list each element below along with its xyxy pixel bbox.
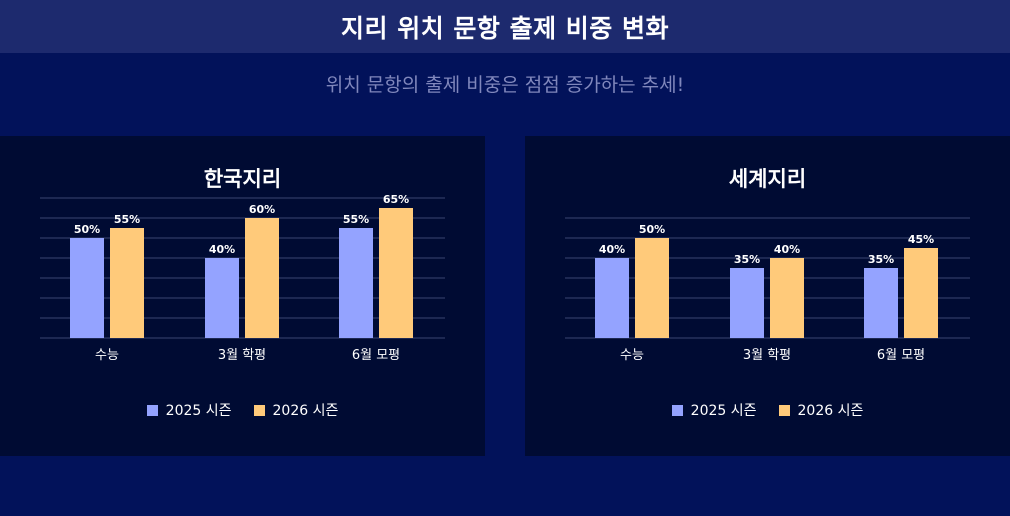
chart-panel-world-geography: 세계지리 40% 50% 수능 35% 40% 3월 학평 35% 45% 6월 모평 2025… [525, 136, 1010, 456]
bar-2025-2 [864, 268, 898, 338]
page-subtitle: 위치 문항의 출제 비중은 점점 증가하는 추세! [325, 74, 685, 96]
category-label: 6월 모평 [352, 348, 400, 363]
bar-2025-1 [730, 268, 764, 338]
chart-legend: 2025 시즌 2026 시즌 [525, 400, 1010, 420]
bar-2026-2 [904, 248, 938, 338]
bar-chart-world-geography: 40% 50% 수능 35% 40% 3월 학평 35% 45% 6월 모평 [565, 217, 970, 363]
bar-value-label: 40% [774, 243, 800, 256]
bar-2026-0 [110, 228, 144, 338]
legend-item-2025: 2025 시즌 [671, 400, 757, 420]
bar-2025-0 [70, 238, 104, 338]
legend-label-2025: 2025 시즌 [165, 403, 232, 419]
chart-legend: 2025 시즌 2026 시즌 [0, 400, 485, 420]
bar-2025-0 [595, 258, 629, 338]
bar-value-label: 40% [599, 243, 625, 256]
legend-label-2025: 2025 시즌 [690, 403, 757, 419]
bar-2025-2 [339, 228, 373, 338]
bar-value-label: 55% [114, 213, 140, 226]
bar-value-label: 35% [734, 253, 760, 266]
category-label: 6월 모평 [877, 348, 925, 363]
legend-label-2026: 2026 시즌 [797, 403, 864, 419]
legend-swatch-2025 [146, 404, 158, 416]
bar-value-label: 60% [249, 203, 275, 216]
bar-value-label: 40% [209, 243, 235, 256]
category-label: 수능 [95, 348, 119, 363]
bar-value-label: 50% [639, 223, 665, 236]
bar-2026-1 [770, 258, 804, 338]
legend-item-2026: 2026 시즌 [778, 400, 864, 420]
page-title: 지리 위치 문항 출제 비중 변화 [340, 13, 670, 43]
category-label: 3월 학평 [743, 348, 791, 363]
bar-2026-2 [379, 208, 413, 338]
header-banner: 지리 위치 문항 출제 비중 변화 [0, 0, 1010, 53]
chart-panel-korea-geography: 한국지리 50% 55% 수능 40% 60% 3월 학평 55% 65% 6월 모평 2025… [0, 136, 485, 456]
bar-value-label: 35% [868, 253, 894, 266]
category-label: 3월 학평 [218, 348, 266, 363]
bar-value-label: 50% [74, 223, 100, 236]
legend-swatch-2025 [671, 404, 683, 416]
legend-label-2026: 2026 시즌 [272, 403, 339, 419]
bar-2025-1 [205, 258, 239, 338]
bar-value-label: 55% [343, 213, 369, 226]
bar-value-label: 65% [383, 193, 409, 206]
legend-swatch-2026 [778, 404, 790, 416]
chart-title: 한국지리 [203, 167, 282, 191]
legend-swatch-2026 [253, 404, 265, 416]
category-label: 수능 [620, 348, 644, 363]
bar-chart-korea-geography: 50% 55% 수능 40% 60% 3월 학평 55% 65% 6월 모평 [40, 193, 445, 363]
bar-value-label: 45% [908, 233, 934, 246]
legend-item-2025: 2025 시즌 [146, 400, 232, 420]
bar-2026-1 [245, 218, 279, 338]
chart-title: 세계지리 [728, 167, 807, 191]
bar-2026-0 [635, 238, 669, 338]
legend-item-2026: 2026 시즌 [253, 400, 339, 420]
